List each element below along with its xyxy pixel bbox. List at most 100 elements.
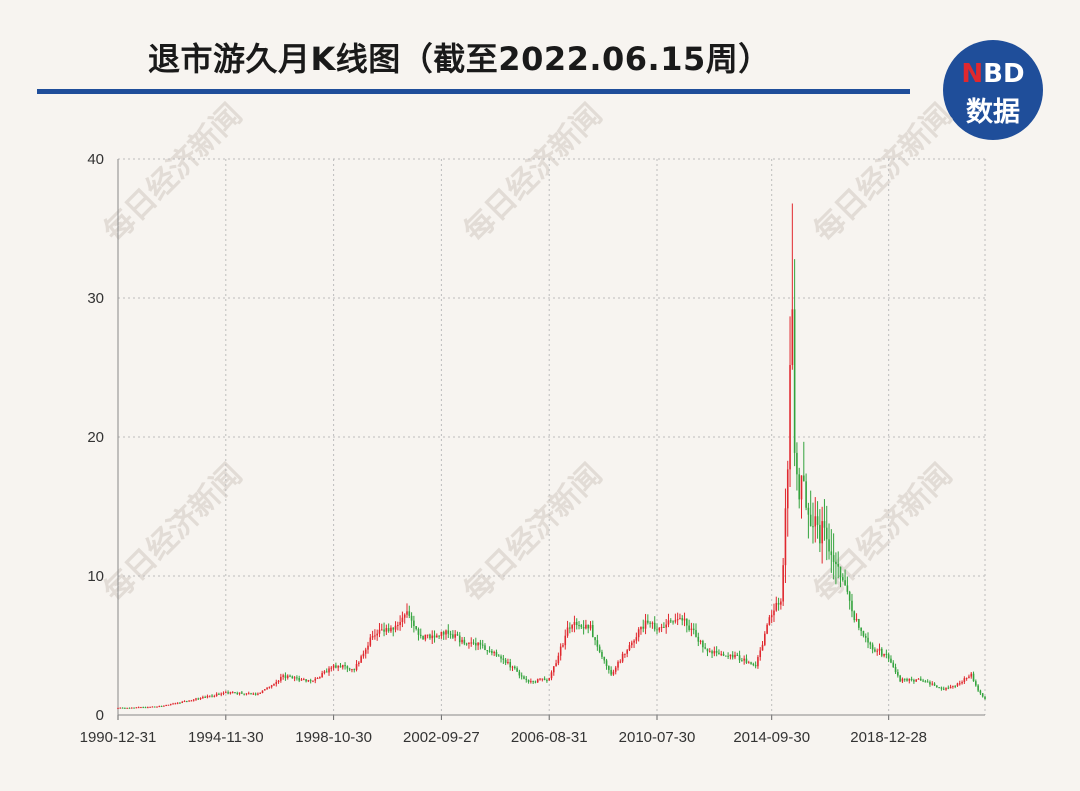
candle-down <box>298 675 300 683</box>
candle-body <box>344 665 346 667</box>
candle-up <box>192 698 195 702</box>
candle-body <box>635 637 638 641</box>
candle-body <box>392 627 395 630</box>
candle-body <box>312 680 314 682</box>
candle-down <box>348 667 351 672</box>
candle-down <box>672 620 674 625</box>
candle-up <box>571 624 573 633</box>
candle-down <box>591 620 594 638</box>
candle-body <box>314 678 317 681</box>
candle-up <box>633 639 635 648</box>
candle-body <box>275 681 278 685</box>
candle-up <box>169 703 172 706</box>
candle-body <box>720 653 723 655</box>
candle-body <box>851 600 853 612</box>
candle-body <box>273 684 275 686</box>
candle-body <box>981 693 984 697</box>
candle-body <box>922 680 924 682</box>
candle-up <box>190 699 193 702</box>
candle-down <box>121 707 124 709</box>
candle-up <box>222 691 225 696</box>
candle-body <box>371 635 374 638</box>
title-underline <box>37 89 910 94</box>
candle-body <box>936 685 938 688</box>
candle-body <box>837 564 840 567</box>
candle-body <box>488 650 491 652</box>
candle-down <box>880 647 883 658</box>
candle-down <box>488 646 491 653</box>
candle-body <box>773 610 775 616</box>
candle-up <box>720 650 723 657</box>
candle-body <box>408 611 411 616</box>
candle-up <box>640 626 642 635</box>
candle-body <box>860 627 862 631</box>
candle-body <box>376 633 378 636</box>
candle-body <box>975 681 977 686</box>
candle-down <box>809 490 812 527</box>
candle-body <box>493 651 495 654</box>
candle-layer <box>117 203 986 709</box>
candle-body <box>394 625 397 630</box>
candle-body <box>424 634 427 640</box>
candle-body <box>422 635 424 640</box>
candle-body <box>766 624 768 634</box>
candle-body <box>247 693 250 695</box>
candle-body <box>305 679 307 682</box>
candle-body <box>867 637 869 643</box>
candle-body <box>456 634 459 636</box>
candle-up <box>562 643 564 648</box>
candle-body <box>220 693 223 695</box>
candle-up <box>360 654 362 663</box>
candle-down <box>862 630 865 638</box>
candle-up <box>371 630 374 640</box>
candle-body <box>585 624 587 629</box>
candle-body <box>612 671 615 675</box>
candle-up <box>791 203 794 370</box>
candle-body <box>429 634 431 639</box>
candle-down <box>839 566 842 588</box>
candle-up <box>511 665 514 672</box>
candle-down <box>594 637 596 646</box>
candle-body <box>179 702 181 704</box>
candle-body <box>610 669 612 675</box>
candle-body <box>463 639 466 644</box>
candle-down <box>940 686 943 691</box>
candle-up <box>536 678 539 684</box>
candle-body <box>903 678 906 680</box>
candle-down <box>793 259 796 467</box>
candle-body <box>594 637 596 641</box>
candle-up <box>789 316 791 487</box>
candle-down <box>942 686 945 691</box>
candle-body <box>878 648 881 651</box>
candle-body <box>479 642 482 645</box>
candle-body <box>853 611 856 621</box>
candle-body <box>316 678 319 680</box>
candle-body <box>624 653 626 655</box>
candle-up <box>931 681 934 686</box>
candle-body <box>580 625 583 628</box>
candle-down <box>339 662 342 668</box>
candle-body <box>452 634 454 638</box>
candle-body <box>598 646 601 652</box>
candle-up <box>321 670 323 678</box>
candle-up <box>970 671 973 679</box>
candle-body <box>885 653 888 655</box>
candle-body <box>656 629 658 631</box>
candle-down <box>514 665 516 670</box>
candle-body <box>965 677 968 679</box>
candle-body <box>894 667 897 673</box>
candle-body <box>731 654 734 658</box>
candle-body <box>777 602 780 605</box>
candle-body <box>727 655 729 657</box>
candle-down <box>848 590 851 610</box>
candle-up <box>658 627 661 633</box>
candle-body <box>782 565 784 602</box>
watermark-text: 每日经济新闻 <box>457 457 609 609</box>
candle-down <box>812 502 814 544</box>
candle-body <box>167 704 170 706</box>
candle-body <box>819 524 821 544</box>
candle-body <box>397 625 399 627</box>
candle-down <box>438 635 440 640</box>
candle-body <box>486 650 489 652</box>
candle-down <box>523 675 525 680</box>
